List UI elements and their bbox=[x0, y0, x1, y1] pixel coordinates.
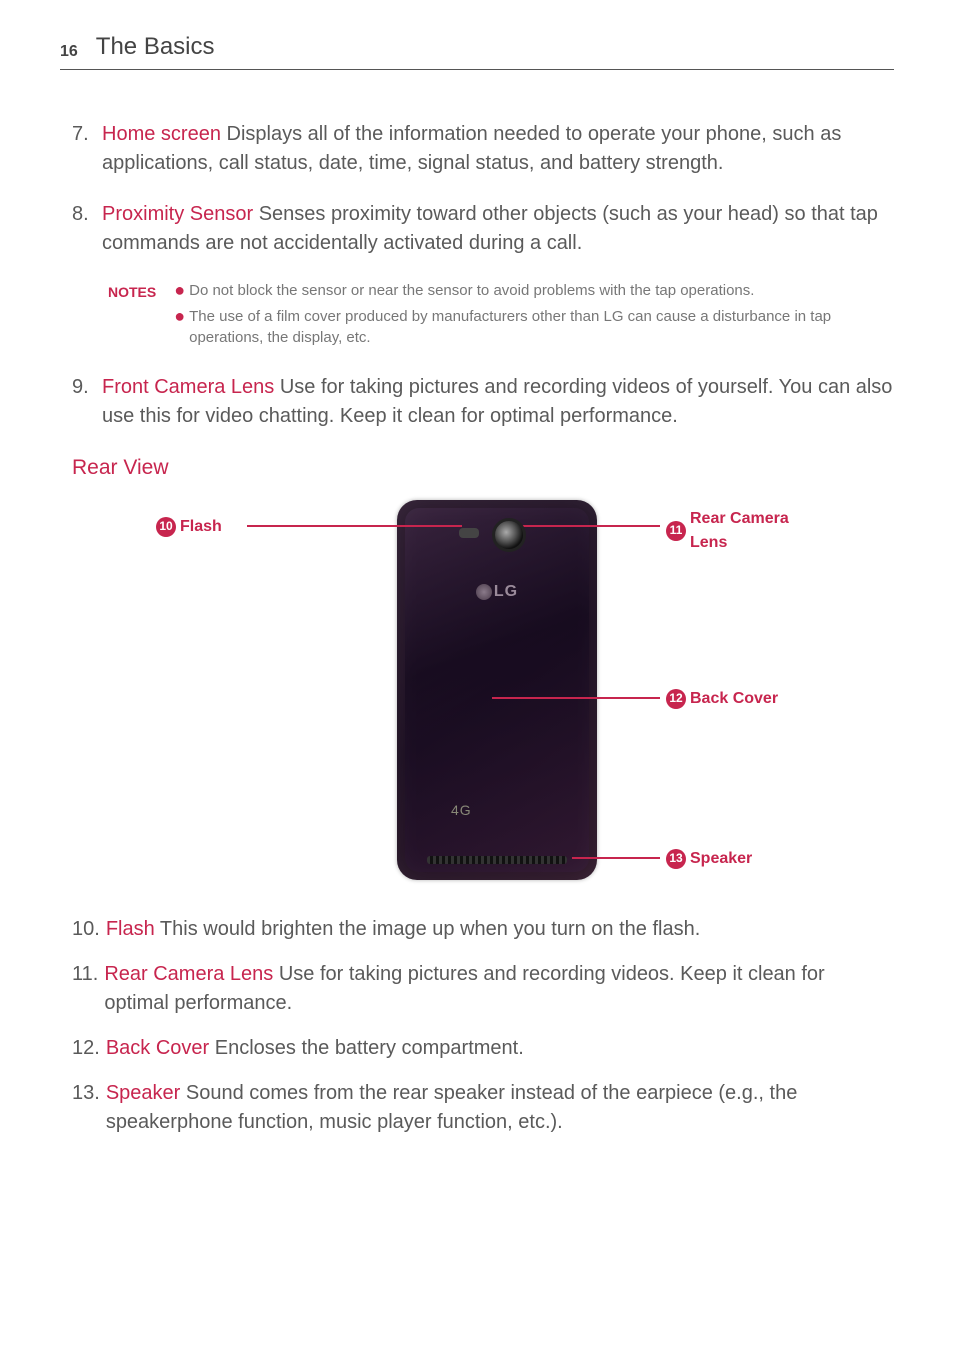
callout-badge-10: 10 bbox=[156, 517, 176, 537]
item-speaker: 13. Speaker Sound comes from the rear sp… bbox=[72, 1079, 894, 1137]
item-number: 12. bbox=[72, 1034, 100, 1063]
item-number: 11. bbox=[72, 960, 98, 1018]
notes-label: NOTES bbox=[108, 280, 156, 353]
item-home-screen: 7. Home screen Displays all of the infor… bbox=[72, 120, 894, 178]
page-number: 16 bbox=[60, 40, 78, 63]
note-text-2: The use of a film cover produced by manu… bbox=[189, 306, 894, 350]
phone-4g-label: 4G bbox=[451, 800, 472, 820]
callout-badge-13: 13 bbox=[666, 849, 686, 869]
item-front-camera: 9. Front Camera Lens Use for taking pict… bbox=[72, 373, 894, 431]
phone-speaker-grill bbox=[427, 856, 567, 864]
desc-speaker: Sound comes from the rear speaker instea… bbox=[106, 1082, 798, 1133]
phone-back-illustration: LG 4G bbox=[397, 500, 597, 880]
callout-flash: 10 Flash bbox=[152, 515, 222, 538]
notes-block: NOTES ● Do not block the sensor or near … bbox=[108, 280, 894, 353]
callout-line bbox=[492, 697, 660, 699]
term-back-cover: Back Cover bbox=[106, 1037, 209, 1059]
phone-logo-text: LG bbox=[494, 583, 518, 600]
note-text-1: Do not block the sensor or near the sens… bbox=[189, 280, 754, 302]
term-front-camera: Front Camera Lens bbox=[102, 376, 274, 398]
callout-label-speaker: Speaker bbox=[690, 847, 752, 870]
callout-back-cover: 12 Back Cover bbox=[662, 687, 778, 710]
callout-badge-11: 11 bbox=[666, 521, 686, 541]
phone-camera-icon bbox=[492, 518, 526, 552]
desc-flash: This would brighten the image up when yo… bbox=[155, 918, 701, 940]
term-home-screen: Home screen bbox=[102, 123, 221, 145]
callout-label-rear-camera: Rear Camera Lens bbox=[690, 507, 820, 553]
item-number: 8. bbox=[72, 200, 96, 258]
desc-back-cover: Encloses the battery compartment. bbox=[209, 1037, 524, 1059]
item-number: 10. bbox=[72, 915, 100, 944]
item-rear-camera: 11. Rear Camera Lens Use for taking pict… bbox=[72, 960, 894, 1018]
page-header: 16 The Basics bbox=[60, 30, 894, 70]
term-proximity: Proximity Sensor bbox=[102, 203, 253, 225]
phone-logo: LG bbox=[397, 580, 597, 603]
callout-speaker: 13 Speaker bbox=[662, 847, 752, 870]
term-speaker: Speaker bbox=[106, 1082, 181, 1104]
callout-line bbox=[247, 525, 462, 527]
item-number: 9. bbox=[72, 373, 96, 431]
rear-view-diagram: LG 4G 10 Flash 11 Rear Camera Lens 12 Ba… bbox=[72, 495, 894, 895]
term-rear-camera: Rear Camera Lens bbox=[104, 963, 273, 985]
phone-flash-icon bbox=[459, 528, 479, 538]
callout-badge-12: 12 bbox=[666, 689, 686, 709]
rear-view-heading: Rear View bbox=[72, 453, 894, 483]
item-flash: 10. Flash This would brighten the image … bbox=[72, 915, 894, 944]
callout-label-flash: Flash bbox=[180, 515, 222, 538]
callout-line bbox=[522, 525, 660, 527]
item-proximity: 8. Proximity Sensor Senses proximity tow… bbox=[72, 200, 894, 258]
callout-line bbox=[572, 857, 660, 859]
item-back-cover: 12. Back Cover Encloses the battery comp… bbox=[72, 1034, 894, 1063]
term-flash: Flash bbox=[106, 918, 155, 940]
note-line-1: ● Do not block the sensor or near the se… bbox=[174, 280, 894, 302]
callout-rear-camera: 11 Rear Camera Lens bbox=[662, 507, 820, 553]
item-number: 13. bbox=[72, 1079, 100, 1137]
page-title: The Basics bbox=[96, 30, 215, 65]
item-number: 7. bbox=[72, 120, 96, 178]
callout-label-back-cover: Back Cover bbox=[690, 687, 778, 710]
note-line-2: ● The use of a film cover produced by ma… bbox=[174, 306, 894, 350]
bullet-icon: ● bbox=[174, 307, 185, 351]
bullet-icon: ● bbox=[174, 281, 185, 303]
